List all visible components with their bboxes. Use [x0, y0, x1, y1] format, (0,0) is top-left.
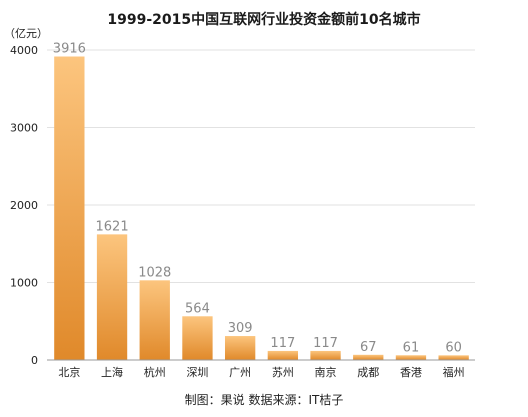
y-tick-label: 1000 [10, 277, 38, 290]
category-label: 香港 [400, 366, 422, 379]
bar-7 [353, 354, 384, 360]
category-label: 杭州 [144, 365, 166, 379]
bar-3 [182, 316, 213, 360]
value-label: 117 [270, 336, 295, 351]
value-label: 309 [228, 321, 253, 336]
bar-6 [310, 350, 341, 360]
value-labels: 3916 1621 1028 564 309 117 117 67 61 60 [53, 42, 462, 356]
y-tick-label: 2000 [10, 199, 38, 212]
value-label: 3916 [53, 42, 86, 57]
value-label: 564 [185, 301, 210, 316]
footer-credit: 制图：果说 数据来源：IT桔子 [185, 392, 344, 407]
chart-title: 1999-2015中国互联网行业投资金额前10名城市 [107, 11, 420, 28]
y-axis-ticks: 0 1000 2000 3000 4000 [10, 44, 38, 367]
bar-1 [96, 234, 128, 360]
category-label: 北京 [58, 365, 80, 379]
category-label: 成都 [357, 366, 379, 379]
value-label: 67 [360, 340, 377, 355]
value-label: 117 [313, 336, 338, 351]
y-axis-unit: （亿元） [4, 27, 48, 40]
bar-0 [54, 56, 85, 360]
value-label: 1621 [96, 219, 129, 234]
value-label: 61 [403, 340, 420, 355]
category-label: 福州 [443, 365, 465, 379]
y-tick-label: 4000 [10, 44, 38, 57]
value-label: 60 [445, 340, 462, 355]
gridlines [47, 49, 475, 283]
bars [54, 56, 469, 360]
category-label: 苏州 [272, 366, 294, 379]
bar-2 [139, 280, 170, 360]
bar-4 [224, 336, 256, 360]
y-tick-label: 3000 [10, 122, 38, 135]
bar-9 [438, 355, 469, 360]
bar-5 [267, 350, 299, 360]
category-label: 广州 [229, 366, 251, 379]
x-axis-categories: 北京 上海 杭州 深圳 广州 苏州 南京 成都 香港 福州 [58, 365, 464, 379]
category-label: 深圳 [186, 366, 208, 379]
y-tick-label: 0 [31, 354, 38, 367]
bar-8 [395, 355, 427, 360]
category-label: 南京 [315, 365, 337, 379]
value-label: 1028 [138, 265, 171, 280]
category-label: 上海 [101, 365, 123, 379]
